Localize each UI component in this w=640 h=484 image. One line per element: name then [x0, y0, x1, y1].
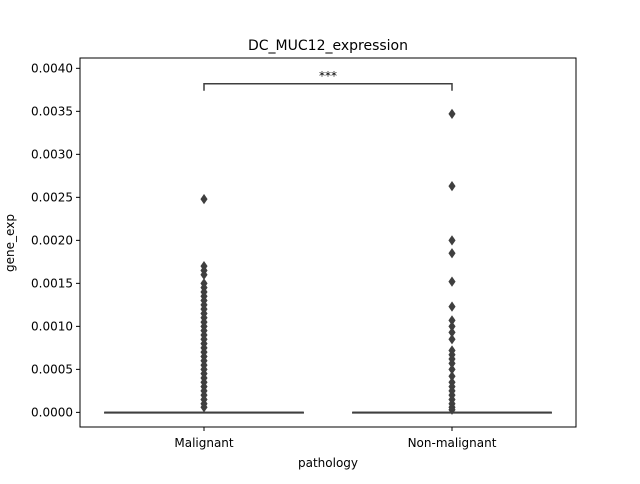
- y-tick-label: 0.0010: [31, 319, 73, 333]
- outlier-point: [448, 276, 456, 287]
- y-tick-label: 0.0005: [31, 362, 73, 376]
- outlier-point: [448, 404, 456, 415]
- outlier-point: [448, 108, 456, 120]
- x-axis: Malignant Non-malignant: [174, 427, 497, 450]
- chart-title: DC_MUC12_expression: [248, 38, 408, 54]
- y-tick-label: 0.0015: [31, 276, 73, 290]
- y-axis-label: gene_exp: [3, 214, 17, 272]
- axes-frame: [79, 57, 577, 428]
- outlier-point: [448, 235, 456, 246]
- y-tick-label: 0.0020: [31, 233, 73, 247]
- significance-stars: ***: [319, 69, 337, 83]
- y-tick-label: 0.0040: [31, 61, 73, 75]
- x-axis-label: pathology: [298, 456, 358, 470]
- outlier-point: [448, 301, 456, 312]
- outlier-point: [200, 402, 208, 413]
- plot-area: [104, 108, 552, 415]
- x-tick-label: Malignant: [174, 436, 234, 450]
- box-group: [352, 108, 552, 415]
- outlier-point: [200, 193, 208, 205]
- y-axis: 0.0000 0.0005 0.0010 0.0015 0.0020 0.0025 0.00…: [31, 61, 80, 419]
- y-tick-label: 0.0000: [31, 405, 73, 419]
- x-tick-label: Non-malignant: [408, 436, 497, 450]
- outlier-point: [448, 334, 456, 345]
- significance-annotation: ***: [203, 69, 453, 91]
- y-tick-label: 0.0025: [31, 190, 73, 204]
- y-tick-label: 0.0030: [31, 147, 73, 161]
- outlier-point: [448, 181, 456, 192]
- y-tick-label: 0.0035: [31, 104, 73, 118]
- box-group: [104, 193, 304, 414]
- outlier-point: [448, 248, 456, 259]
- significance-bracket: [203, 83, 453, 91]
